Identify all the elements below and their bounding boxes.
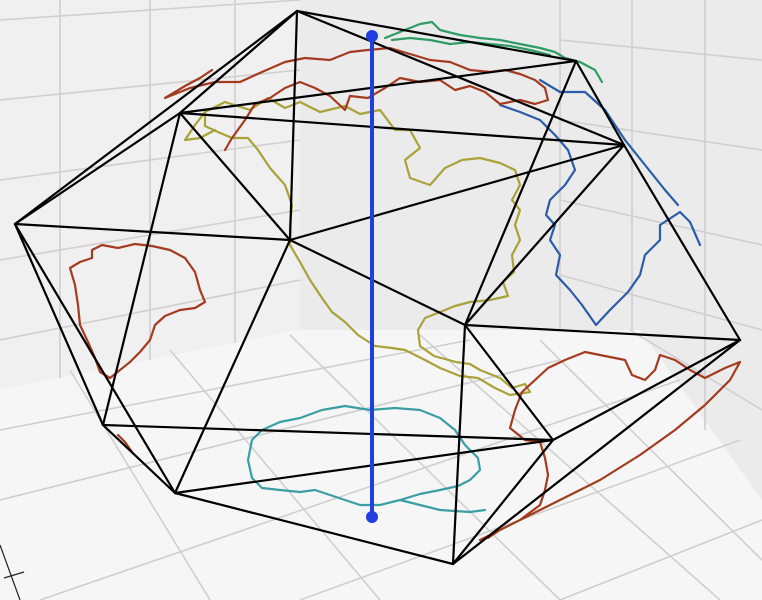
axis-south-marker bbox=[366, 511, 378, 523]
icosahedron-edge-BC bbox=[178, 59, 578, 115]
icosahedron-edge-EF bbox=[13, 222, 292, 242]
icosahedron-edge-AF bbox=[288, 9, 299, 242]
coastline-antarctic-peninsula bbox=[398, 498, 487, 514]
icosahedron-edge-DG bbox=[463, 143, 626, 327]
rotation-axis bbox=[366, 30, 378, 523]
icosahedron-edge-DH bbox=[622, 143, 742, 342]
icosahedron-edges bbox=[13, 9, 742, 566]
coastline-south-america-east bbox=[498, 78, 702, 327]
icosahedron-edge-BG bbox=[463, 59, 578, 327]
icosahedron-edge-CF bbox=[178, 111, 292, 242]
icosahedron-edge-BD bbox=[574, 59, 626, 147]
icosahedron-edge-IJ bbox=[101, 423, 555, 442]
icosahedron-edge-HL bbox=[451, 338, 742, 566]
icosahedron-edge-FG bbox=[288, 238, 467, 327]
coastline-asia-top bbox=[163, 46, 550, 152]
icosahedron-edge-IK bbox=[101, 423, 177, 495]
icosahedron-edge-EI bbox=[13, 222, 105, 427]
coastline-antarctica bbox=[246, 404, 482, 507]
icosahedron-edge-AC bbox=[178, 9, 299, 115]
icosahedron-edge-GH bbox=[463, 323, 742, 342]
icosahedron-edge-CE bbox=[13, 111, 182, 226]
icosahedron-edge-KL bbox=[173, 491, 455, 566]
coastline-africa bbox=[68, 242, 207, 380]
icosahedron-edge-GL bbox=[451, 323, 467, 566]
coastline-asia-right bbox=[478, 350, 742, 542]
icosahedron-edge-EK bbox=[13, 222, 177, 495]
icosahedron-edge-JL bbox=[451, 438, 555, 566]
icosahedron-edge-AB bbox=[295, 9, 578, 63]
icosahedron-edge-JK bbox=[173, 438, 555, 495]
icosahedron-edge-CI bbox=[101, 111, 182, 427]
icosahedron-edge-AE bbox=[13, 9, 299, 226]
icosahedron-edge-AD bbox=[295, 9, 626, 147]
coastline-north-america bbox=[203, 96, 532, 397]
icosahedron-edge-CD bbox=[178, 111, 626, 147]
icosahedron-edge-DF bbox=[288, 143, 626, 242]
axis-north-marker bbox=[366, 30, 378, 42]
coastline-alaska-tail bbox=[183, 110, 217, 142]
icosahedron-edge-HJ bbox=[551, 338, 742, 442]
coastline-small-island bbox=[116, 433, 134, 454]
icosahedron-edge-FK bbox=[173, 238, 292, 495]
icosahedron-edge-GJ bbox=[463, 323, 555, 442]
